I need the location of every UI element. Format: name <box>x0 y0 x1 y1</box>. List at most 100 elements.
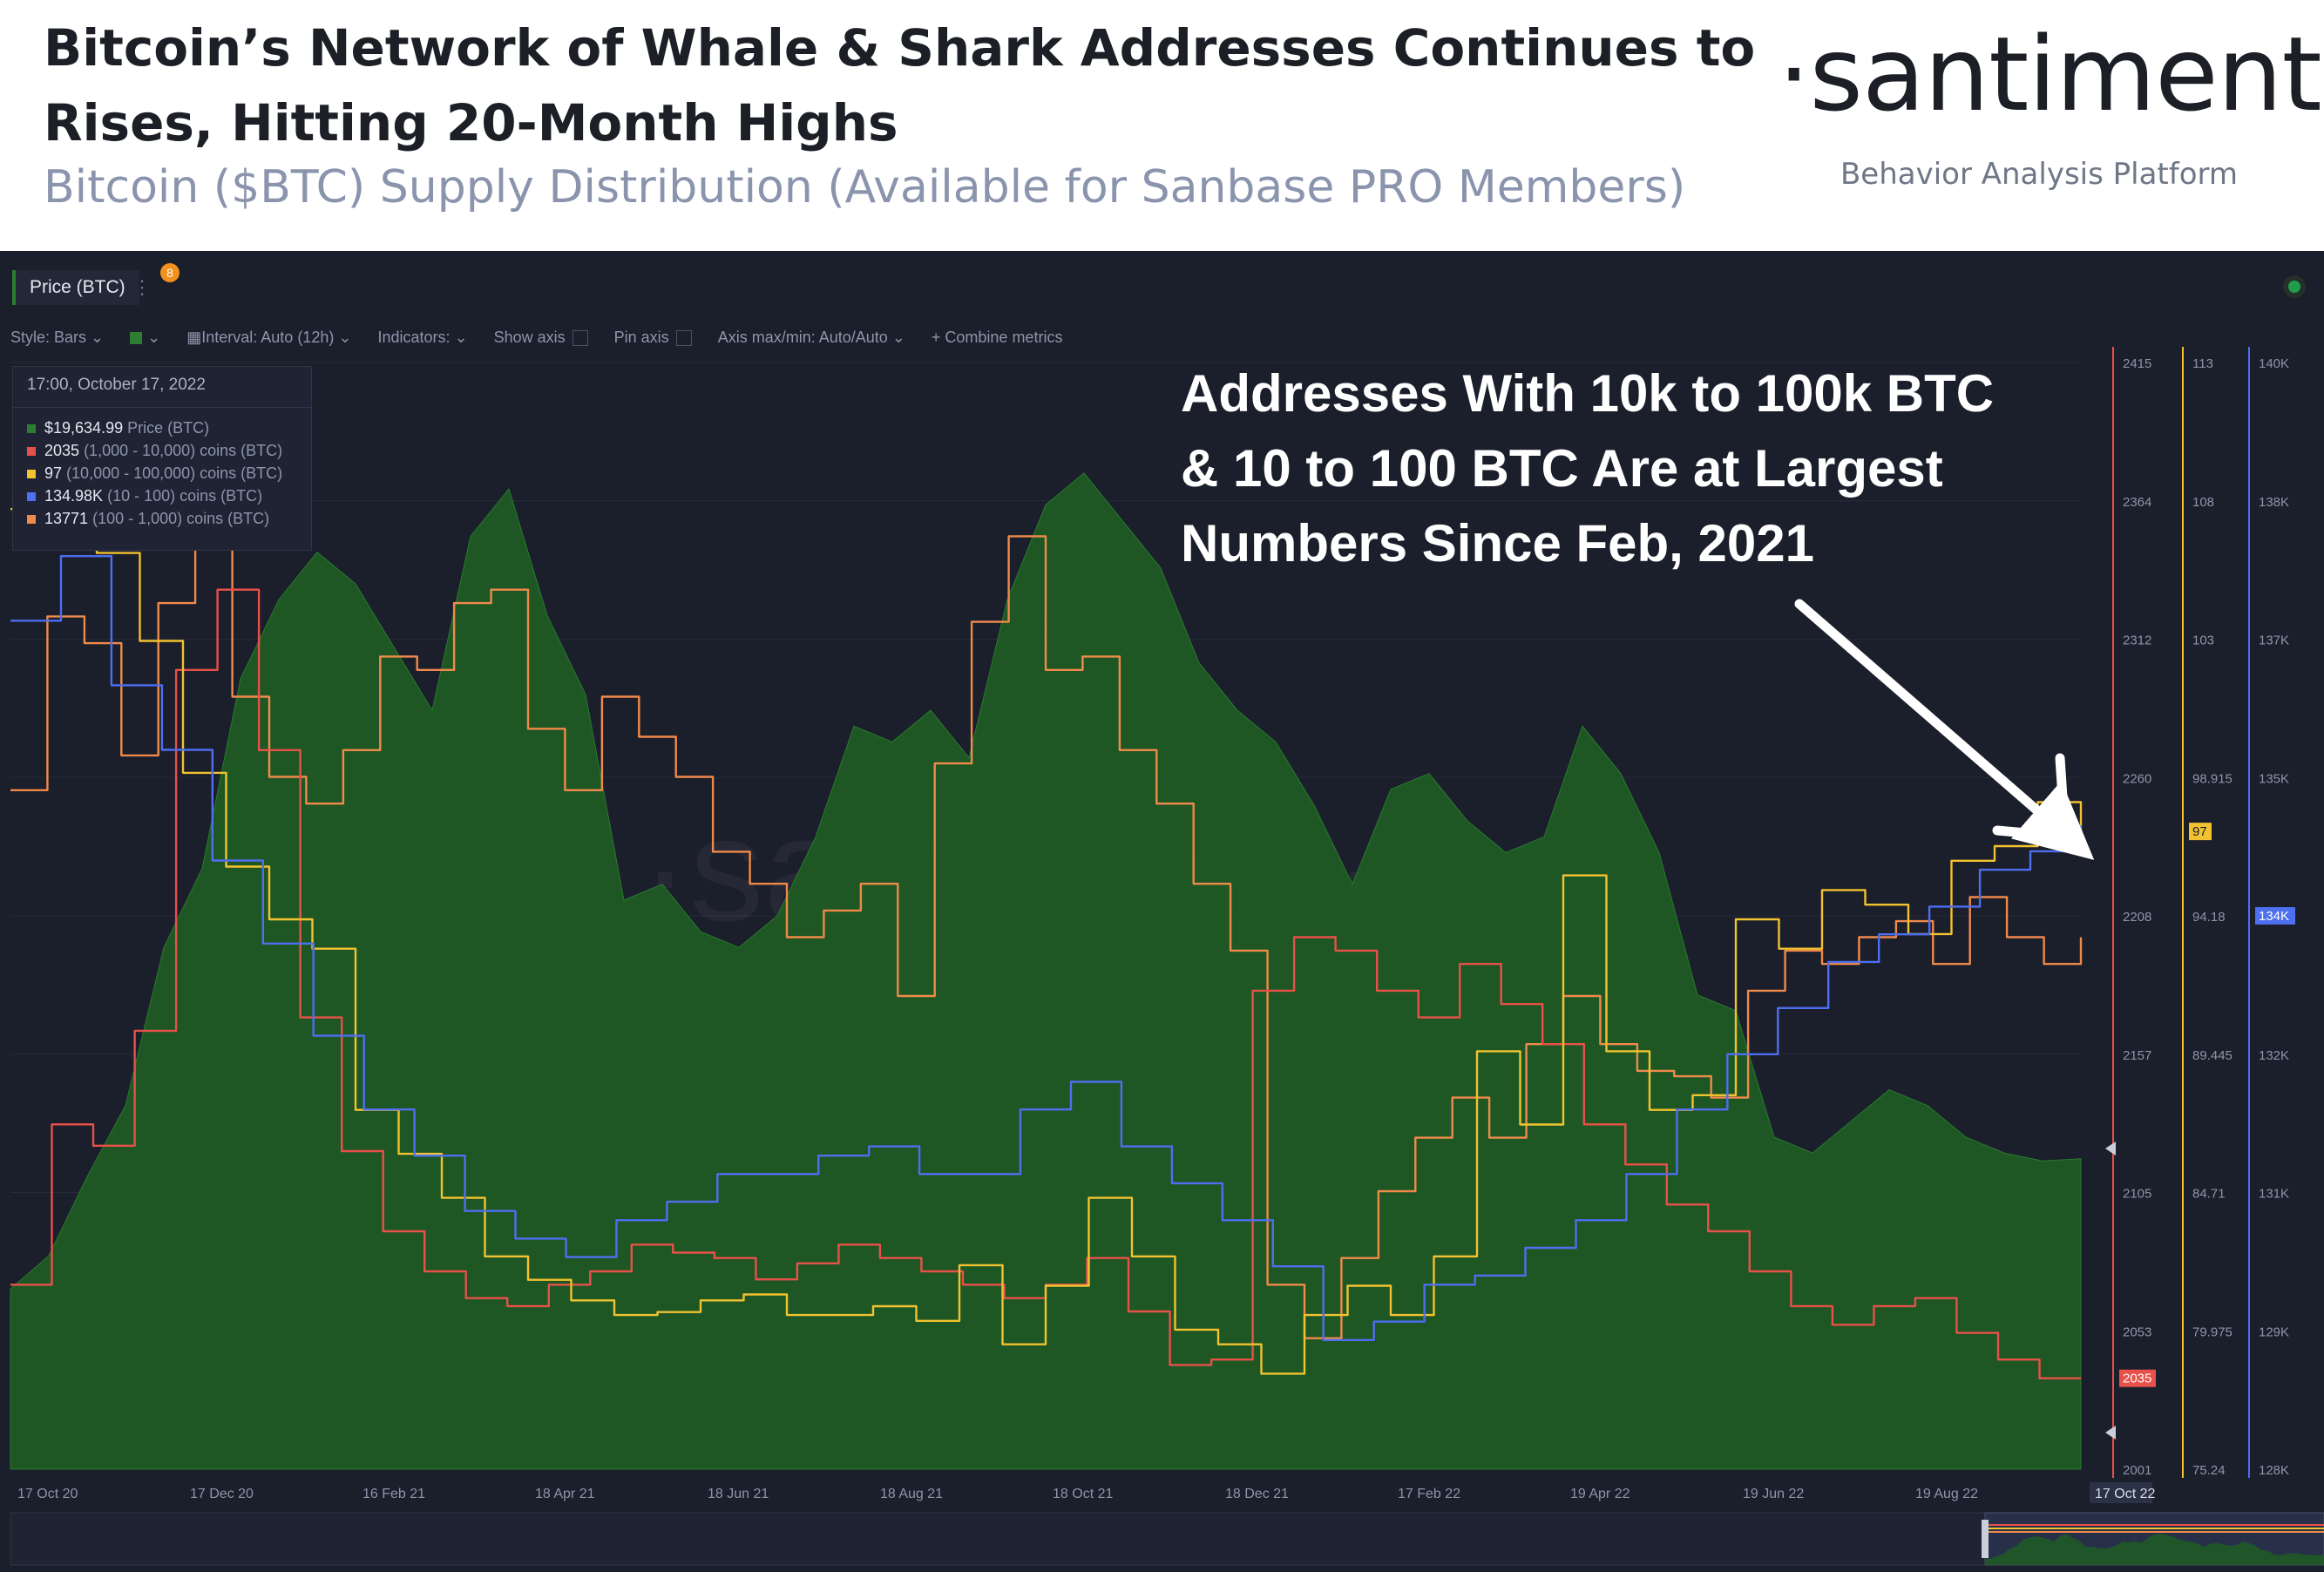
blue-axis-tick: 132K <box>2259 1048 2289 1063</box>
live-status-icon <box>2288 281 2300 293</box>
show-axis-toggle[interactable]: Show axis <box>494 329 588 347</box>
yellow-axis-tick: 79.975 <box>2192 1325 2233 1339</box>
bitcoin-badge-icon: 8 <box>160 263 180 282</box>
metric-menu-icon[interactable]: ⋮ <box>132 276 152 298</box>
axis-maxmin-select[interactable]: Axis max/min: Auto/Auto ⌄ <box>717 328 905 346</box>
red-axis-tick: 2260 <box>2123 771 2151 786</box>
tooltip-row-red: 2035 (1,000 - 10,000) coins (BTC) <box>27 442 282 460</box>
tooltip-row-yellow: 97 (10,000 - 100,000) coins (BTC) <box>27 464 282 483</box>
chevron-down-icon: ⌄ <box>891 328 905 346</box>
yellow-axis-tick: 103 <box>2192 634 2214 648</box>
toggle-box <box>675 329 692 346</box>
combine-metrics-button[interactable]: + Combine metrics <box>931 328 1063 346</box>
legend-swatch <box>27 492 36 502</box>
red-axis-tick: 2053 <box>2123 1325 2151 1339</box>
legend-swatch <box>27 470 36 479</box>
interval-select[interactable]: ▦ Interval: Auto (12h) ⌄ <box>186 328 352 346</box>
x-tick-label: 18 Aug 21 <box>880 1487 943 1501</box>
chevron-down-icon: ⌄ <box>91 328 105 346</box>
navigator-track <box>10 1512 2324 1566</box>
chevron-down-icon: ⌄ <box>338 328 352 346</box>
axis-marker-icon <box>2105 1426 2116 1440</box>
x-tick-label: 17 Oct 22 <box>2095 1487 2155 1501</box>
yellow-axis-current-badge <box>2189 823 2212 841</box>
color-select[interactable]: ⌄ <box>130 329 160 347</box>
red-axis-tick: 2001 <box>2123 1463 2151 1478</box>
blue-axis-tick: 131K <box>2259 1187 2289 1202</box>
tooltip-divider <box>13 407 311 408</box>
x-tick-label: 18 Jun 21 <box>708 1487 769 1501</box>
annotation: Addresses With 10k to 100k BTC & 10 to 10… <box>1181 364 2095 860</box>
red-axis-tick: 2415 <box>2123 356 2151 371</box>
report-header: Bitcoin’s Network of Whale & Shark Addre… <box>0 0 2324 251</box>
yellow-axis-tick: 108 <box>2192 495 2214 510</box>
x-axis: 17 Oct 20 17 Dec 20 16 Feb 21 18 Apr 21 18 J… <box>17 1482 2155 1503</box>
red-axis-tick: 2105 <box>2123 1187 2151 1202</box>
series-line-orange <box>10 495 2083 1339</box>
red-axis-current-badge <box>2119 1369 2156 1387</box>
x-tick-label: 18 Apr 21 <box>535 1487 595 1501</box>
blue-axis-tick: 135K <box>2259 771 2289 786</box>
red-axis-tick: 2157 <box>2123 1048 2151 1063</box>
red-axis-current-value: 2035 <box>2123 1372 2151 1386</box>
indicators-select[interactable]: Indicators: ⌄ <box>377 328 468 346</box>
x-tick-label: 18 Dec 21 <box>1225 1487 1289 1501</box>
yellow-axis-tick: 75.24 <box>2192 1463 2226 1478</box>
chart-svg[interactable]: ·santiment· 2415236423122260220821572105… <box>0 251 2324 1572</box>
yellow-axis-tick: 94.18 <box>2192 910 2226 925</box>
y-axes: 2415 2364 2312 2260 2208 2157 2105 2053 2001 2035… <box>2105 347 2295 1478</box>
chevron-down-icon: ⌄ <box>454 328 468 346</box>
blue-axis-current-badge <box>2255 907 2295 925</box>
tooltip-date: 17:00, October 17, 2022 <box>27 376 206 394</box>
x-tick-label: 18 Oct 21 <box>1053 1487 1113 1501</box>
red-axis-tick: 2364 <box>2123 495 2151 510</box>
yellow-axis-tick: 113 <box>2192 356 2213 371</box>
red-axis-tick: 2312 <box>2123 634 2151 648</box>
toggle-box <box>572 329 588 346</box>
arrow-head-top <box>2055 753 2070 842</box>
tooltip-row-orange: 13771 (100 - 1,000) coins (BTC) <box>27 510 269 528</box>
annotation-text: Addresses With 10k to 100k BTC <box>1181 364 1994 423</box>
annotation-arrow <box>1794 599 2095 860</box>
yellow-axis-current-value: 97 <box>2192 824 2207 839</box>
metric-lines <box>10 495 2083 1379</box>
timeline-navigator[interactable] <box>10 1512 2324 1566</box>
x-tick-label: 19 Aug 22 <box>1915 1487 1978 1501</box>
color-swatch <box>130 331 143 344</box>
x-tick-label: 19 Apr 22 <box>1570 1487 1630 1501</box>
annotation-text: Numbers Since Feb, 2021 <box>1181 514 1814 573</box>
navigator-price-area <box>1985 1534 2324 1565</box>
hover-tooltip: 17:00, October 17, 2022 $19,634.99 Price… <box>12 366 312 551</box>
tooltip-row-blue: 134.98K (10 - 100) coins (BTC) <box>27 487 262 505</box>
x-tick-label: 16 Feb 21 <box>362 1487 425 1501</box>
blue-axis-tick: 129K <box>2259 1325 2289 1339</box>
style-select[interactable]: Style: Bars ⌄ <box>10 328 105 346</box>
chart-toolbar: Style: Bars ⌄ ⌄ ▦ Interval: Auto (12h) ⌄… <box>10 324 1062 350</box>
blue-axis-tick: 128K <box>2259 1463 2289 1478</box>
legend-swatch <box>27 447 36 457</box>
calendar-icon: ▦ <box>186 328 202 346</box>
blue-axis-tick: 137K <box>2259 634 2289 648</box>
series-line-blue <box>10 555 2083 1341</box>
x-tick-current-badge <box>2090 1482 2152 1503</box>
metric-chip-price[interactable]: Price (BTC) <box>12 270 139 305</box>
chevron-down-icon: ⌄ <box>147 328 161 346</box>
navigator-handle-left[interactable] <box>1982 1520 1989 1558</box>
x-tick-label: 17 Feb 22 <box>1398 1487 1460 1501</box>
blue-axis-tick: 138K <box>2259 495 2289 510</box>
axis-marker-icon <box>2105 1142 2116 1155</box>
brand-tagline: Behavior Analysis Platform <box>1840 157 2239 192</box>
tooltip-row-price: $19,634.99 Price (BTC) <box>27 419 209 437</box>
arrow-head-left <box>1992 825 2070 842</box>
legend-swatch <box>27 424 36 434</box>
pin-axis-toggle[interactable]: Pin axis <box>614 329 692 347</box>
blue-axis-tick: 140K <box>2259 356 2289 371</box>
chart-panel: Price (BTC) ⋮ 8 Style: Bars ⌄ ⌄ ▦ Interv… <box>0 251 2324 1572</box>
series-line-yellow <box>10 508 2083 1375</box>
page-subtitle: Bitcoin ($BTC) Supply Distribution (Avai… <box>44 161 1686 213</box>
yellow-axis-tick: 98.915 <box>2192 771 2233 786</box>
legend-swatch <box>27 515 36 525</box>
annotation-text: & 10 to 100 BTC Are at Largest <box>1181 439 1943 498</box>
x-tick-label: 17 Dec 20 <box>190 1487 254 1501</box>
yellow-axis-tick: 84.71 <box>2192 1187 2226 1202</box>
